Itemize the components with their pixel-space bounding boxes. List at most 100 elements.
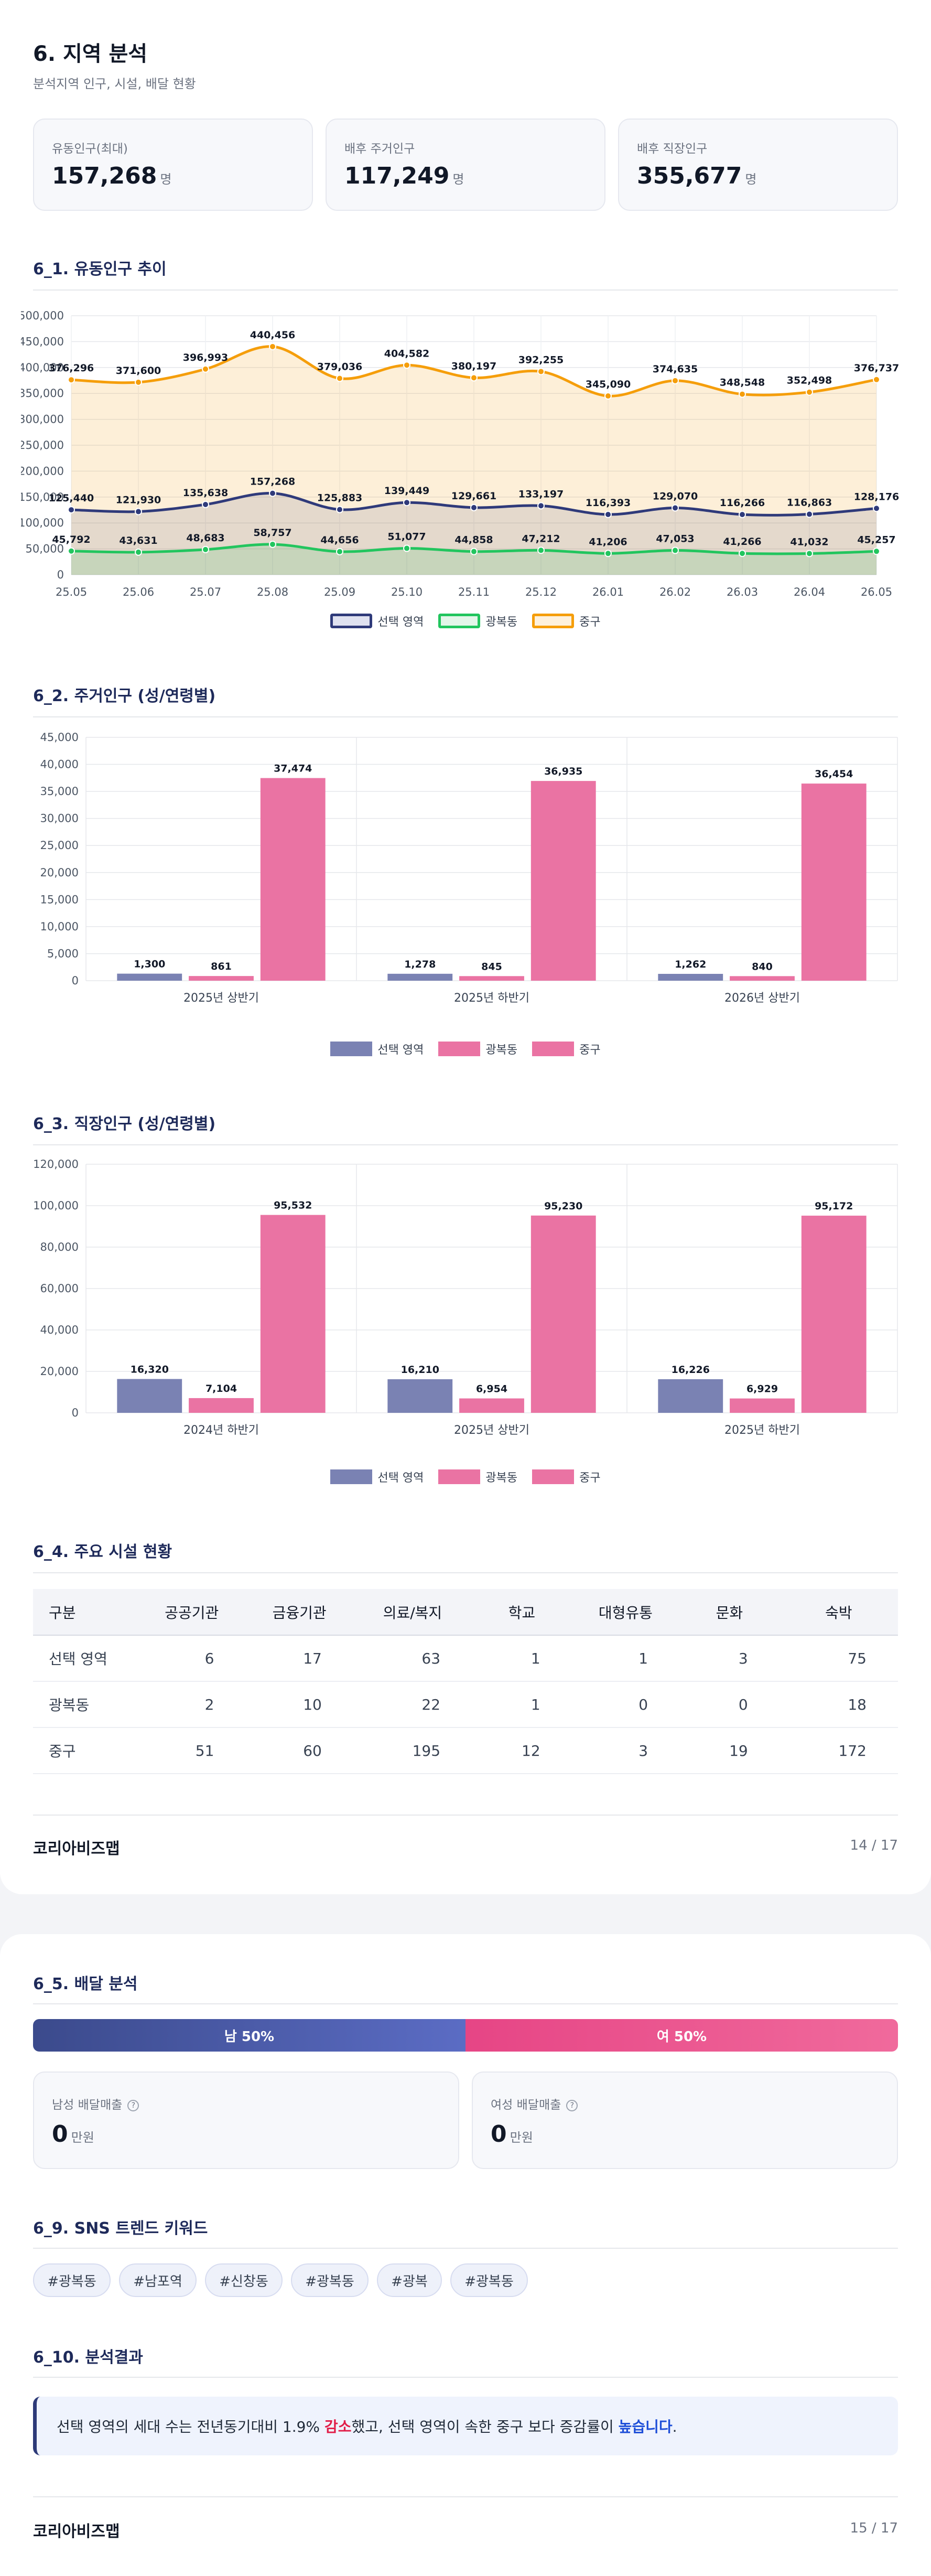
result-text-part: .: [672, 2418, 677, 2435]
data-label: 157,268: [250, 476, 296, 488]
x-tick-label: 25.08: [257, 586, 288, 598]
result-text-part: 했고, 선택 영역이 속한 중구 보다 증감률이: [351, 2418, 619, 2435]
data-label: 352,498: [787, 375, 832, 387]
data-point: [604, 392, 612, 400]
table-row: 광복동 2 10 22 1 0 0 18: [33, 1681, 898, 1728]
data-label: 116,266: [720, 497, 765, 509]
legend-label: 선택 영역: [377, 616, 424, 629]
data-label: 116,863: [787, 497, 832, 509]
data-point: [336, 374, 343, 382]
data-point: [269, 342, 276, 350]
card-label-wrap: 남성 배달매출?: [52, 2095, 139, 2112]
table-cell: 2: [138, 1681, 246, 1728]
legend-swatch: [438, 614, 481, 628]
delivery-title: 6_5. 배달 분석: [33, 1975, 138, 1993]
x-tick-label: 26.03: [727, 586, 758, 598]
table-header: 숙박: [779, 1589, 898, 1636]
x-tick-label: 25.05: [56, 586, 87, 598]
sns-tag[interactable]: #광복동: [291, 2263, 369, 2297]
legend-label: 중구: [579, 1472, 601, 1485]
legend-item: 선택 영역: [330, 613, 424, 629]
higher-highlight: 높습니다: [618, 2418, 673, 2435]
data-label: 58,757: [253, 527, 291, 539]
table-cell: 51: [138, 1727, 246, 1774]
divider: [33, 2003, 898, 2004]
y-tick-label: 500,000: [21, 309, 64, 322]
section-subtitle: 분석지역 인구, 시설, 배달 현황: [33, 77, 196, 91]
residential-legend: 선택 영역 광복동 중구: [33, 1040, 898, 1057]
legend-item: 선택 영역: [330, 1468, 424, 1485]
legend-label: 선택 영역: [377, 1472, 424, 1485]
table-cell: 12: [472, 1727, 572, 1774]
residential-population-chart: 0 5,000 10,000 15,000 20,000 25,000 30,000 35,0…: [40, 731, 898, 1005]
bar-value-label: 16,320: [131, 1364, 169, 1376]
bar: [658, 973, 723, 981]
data-label: 396,993: [183, 352, 229, 363]
legend-swatch: [532, 1042, 575, 1056]
y-tick-label: 60,000: [40, 1282, 79, 1295]
sns-tag[interactable]: #남포역: [119, 2263, 197, 2297]
data-point: [537, 502, 545, 510]
x-tick-label: 25.06: [123, 586, 154, 598]
legend-swatch: [532, 1469, 575, 1484]
legend-swatch: [330, 614, 373, 628]
legend-item: 중구: [532, 1040, 601, 1057]
bar-value-label: 36,454: [815, 768, 853, 780]
data-label: 116,393: [586, 497, 631, 509]
table-cell: 195: [353, 1727, 472, 1774]
data-label: 47,212: [522, 533, 560, 544]
info-icon[interactable]: ?: [566, 2099, 578, 2111]
workplace-population-title: 6_3. 직장인구 (성/연령별): [33, 1115, 216, 1133]
data-label: 48,683: [186, 532, 224, 544]
floating-population-chart: 0 50,000 100,000 150,000 200,000 250,000 300,0…: [21, 309, 899, 598]
data-label: 45,792: [52, 534, 90, 545]
sns-tag[interactable]: #광복동: [450, 2263, 528, 2297]
sns-tag[interactable]: #신창동: [205, 2263, 283, 2297]
data-point: [135, 378, 142, 386]
summary-card-residential: 배후 주거인구 117,249 명: [326, 119, 605, 211]
card-value-wrap: 0 만원: [52, 2121, 94, 2148]
x-tick-label: 25.09: [324, 586, 355, 598]
y-tick-label: 15,000: [40, 893, 79, 906]
data-point: [135, 548, 142, 556]
sns-tag[interactable]: #광복: [377, 2263, 442, 2297]
y-tick-label: 400,000: [21, 361, 64, 374]
data-label: 41,032: [790, 536, 828, 548]
data-label: 135,638: [183, 487, 229, 499]
card-label-wrap: 여성 배달매출?: [491, 2095, 578, 2112]
bar: [801, 783, 867, 981]
bar: [531, 1215, 596, 1413]
table-cell: 18: [779, 1681, 898, 1728]
table-header-row: 구분 공공기관 금융기관 의료/복지 학교 대형유통 문화 숙박: [33, 1589, 898, 1636]
data-point: [403, 499, 410, 507]
bar-value-label: 95,172: [815, 1200, 853, 1212]
data-label: 404,582: [384, 348, 430, 359]
bar-value-label: 861: [211, 961, 232, 972]
legend-label: 광복동: [485, 1472, 518, 1485]
info-icon[interactable]: ?: [127, 2099, 139, 2111]
legend-swatch: [438, 1042, 481, 1056]
bar-value-label: 1,262: [675, 959, 706, 970]
sns-tag[interactable]: #광복동: [33, 2263, 111, 2297]
table-header: 금융기관: [245, 1589, 353, 1636]
y-tick-label: 25,000: [40, 839, 79, 852]
x-category-label: 2024년 하반기: [183, 1424, 259, 1437]
data-point: [202, 365, 209, 373]
data-point: [135, 508, 142, 516]
x-tick-label: 26.05: [861, 586, 892, 598]
data-point: [672, 504, 679, 512]
card-value: 0: [52, 2121, 68, 2148]
report-page-14: 6. 지역 분석 분석지역 인구, 시설, 배달 현황 유동인구(최대) 157…: [0, 0, 931, 1894]
table-cell: 3: [679, 1635, 780, 1682]
bar-value-label: 1,300: [134, 959, 165, 970]
data-point: [672, 377, 679, 384]
bar-value-label: 6,954: [476, 1383, 507, 1395]
data-point: [202, 500, 209, 508]
y-tick-label: 150,000: [21, 491, 64, 503]
data-label: 47,053: [656, 533, 694, 545]
divider: [33, 2377, 898, 2378]
sns-title: 6_9. SNS 트렌드 키워드: [33, 2219, 208, 2238]
sns-tag-list: #광복동 #남포역 #신창동 #광복동 #광복 #광복동: [33, 2263, 898, 2300]
footer-brand: 코리아비즈맵: [33, 2523, 120, 2541]
data-point: [806, 550, 813, 557]
